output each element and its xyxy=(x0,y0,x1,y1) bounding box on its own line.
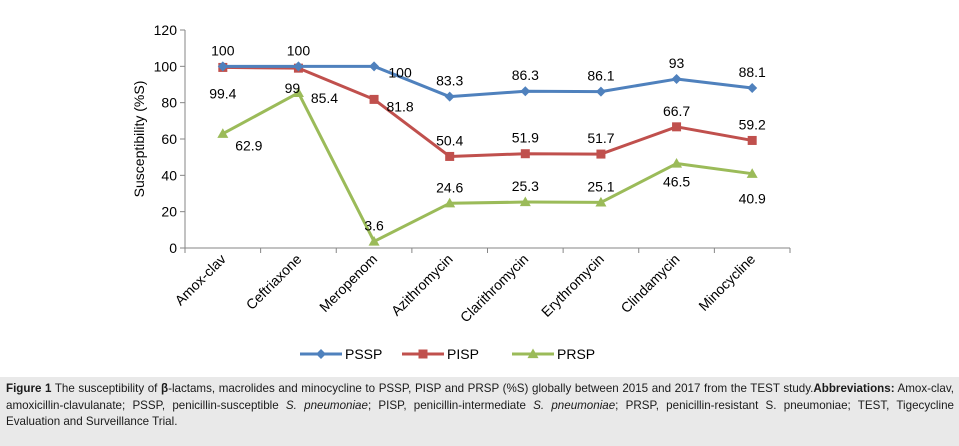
x-tick-label: Clarithromycin xyxy=(457,251,532,326)
data-point-pisp xyxy=(520,149,530,159)
x-tick-label: Clindamycin xyxy=(617,251,682,316)
data-point-prsp xyxy=(217,128,229,138)
line-chart: 0 20 40 60 80 100 120 Amox-clav Ceftriaxone Merop… xyxy=(131,22,791,362)
data-labels: 100 100 100 83.3 86.3 86.1 93 88.1 99.4 99 81.8 50.… xyxy=(209,42,766,233)
y-tick-label: 60 xyxy=(161,131,177,147)
x-tick-label: Erythromycin xyxy=(538,251,607,320)
data-label-pisp: 81.8 xyxy=(386,98,413,114)
data-point-prsp xyxy=(595,196,607,207)
data-label-prsp: 25.3 xyxy=(512,178,539,194)
legend-item-pssp: PSSP xyxy=(300,346,382,362)
data-label-pisp: 51.7 xyxy=(587,130,614,146)
data-label-pssp: 93 xyxy=(669,55,685,71)
legend-item-prsp: PRSP xyxy=(512,346,595,362)
species-name: S. pneumoniae xyxy=(285,398,368,412)
data-point-pisp xyxy=(445,151,455,161)
caption-beta: β xyxy=(161,382,169,395)
legend-item-pisp: PISP xyxy=(402,346,479,362)
data-point-pisp xyxy=(369,94,379,104)
series-line-prsp xyxy=(222,91,753,243)
x-tick-label: Ceftriaxone xyxy=(243,251,305,313)
data-label-prsp: 3.6 xyxy=(364,217,384,233)
data-point-prsp xyxy=(671,158,683,168)
data-label-prsp: 46.5 xyxy=(663,174,690,190)
data-label-prsp: 85.4 xyxy=(311,90,338,106)
data-label-pssp: 100 xyxy=(287,42,311,58)
data-label-prsp: 24.6 xyxy=(436,179,463,195)
data-point-pssp xyxy=(293,61,304,72)
data-label-pssp: 100 xyxy=(211,42,235,58)
figure-caption: Figure 1 The susceptibility of β-lactams… xyxy=(6,381,954,431)
legend-marker-prsp xyxy=(527,348,539,359)
data-label-pisp: 51.9 xyxy=(512,130,539,146)
legend-marker-pssp xyxy=(316,349,326,359)
abbreviations-text: Amox-clav, amoxicillin-clavulanate; PSSP… xyxy=(6,382,954,412)
abbreviations-text: ; PISP, penicillin-intermediate xyxy=(367,398,534,412)
legend-label-pssp: PSSP xyxy=(345,346,382,362)
abbreviations-label: Abbreviations: xyxy=(813,382,895,395)
data-label-pisp: 99.4 xyxy=(209,85,236,101)
legend-label-pisp: PISP xyxy=(447,346,479,362)
data-point-pisp xyxy=(672,122,682,132)
data-point-pisp xyxy=(747,135,757,145)
y-tick-label: 100 xyxy=(154,58,178,74)
legend-marker-pisp xyxy=(418,349,428,359)
x-tick-label: Azithromycin xyxy=(388,251,456,319)
x-tick-label: Meropenom xyxy=(316,251,380,315)
data-point-prsp xyxy=(746,168,758,178)
data-point-prsp xyxy=(519,196,531,207)
data-label-prsp: 25.1 xyxy=(587,178,614,194)
data-label-pisp: 66.7 xyxy=(663,103,690,119)
data-point-pisp xyxy=(596,149,606,159)
y-tick-label: 40 xyxy=(161,167,177,183)
series-pssp xyxy=(217,61,758,102)
data-point-prsp xyxy=(292,87,304,97)
data-label-prsp: 40.9 xyxy=(739,191,766,207)
data-label-pisp: 59.2 xyxy=(739,116,766,132)
y-tick-label: 120 xyxy=(154,22,178,38)
data-label-pssp: 100 xyxy=(388,64,412,80)
data-point-prsp xyxy=(444,197,456,208)
data-label-pisp: 50.4 xyxy=(436,132,463,148)
data-label-prsp: 62.9 xyxy=(235,138,262,154)
data-point-pssp xyxy=(444,91,455,102)
figure-caption-box: Figure 1 The susceptibility of β-lactams… xyxy=(0,377,959,446)
data-label-pssp: 88.1 xyxy=(739,64,766,80)
x-tick-label: Minocycline xyxy=(695,251,758,314)
data-point-prsp xyxy=(368,235,380,246)
series-prsp xyxy=(217,87,758,246)
caption-text: The susceptibility of xyxy=(51,382,161,395)
species-name: S. pneumoniae xyxy=(533,398,616,412)
data-label-pssp: 86.1 xyxy=(587,68,614,84)
data-point-pssp xyxy=(520,86,531,97)
y-tick-label: 0 xyxy=(169,240,177,256)
legend-label-prsp: PRSP xyxy=(557,346,595,362)
caption-text: -lactams, macrolides and minocycline to … xyxy=(168,382,814,395)
x-tick-label: Amox-clav xyxy=(171,251,229,309)
data-point-pssp xyxy=(217,61,228,72)
figure-label: Figure 1 xyxy=(6,382,52,395)
data-point-pssp xyxy=(369,61,380,72)
data-point-pssp xyxy=(671,74,682,85)
data-label-pssp: 86.3 xyxy=(512,67,539,83)
data-label-pisp: 99 xyxy=(285,80,301,96)
series-line-pssp xyxy=(222,64,753,99)
data-label-pssp: 83.3 xyxy=(436,73,463,89)
data-point-pssp xyxy=(595,86,606,97)
y-axis-title: Susceptibility (%S) xyxy=(131,81,147,198)
series-line-pisp xyxy=(222,65,753,158)
abbreviations-text: ; PRSP, penicillin-resistant S. pneumoni… xyxy=(6,398,954,429)
y-tick-label: 20 xyxy=(161,204,177,220)
y-tick-label: 80 xyxy=(161,95,177,111)
chart-legend: PSSP PISP PRSP xyxy=(300,346,595,362)
series-layer xyxy=(217,61,758,246)
data-point-pssp xyxy=(747,82,758,93)
